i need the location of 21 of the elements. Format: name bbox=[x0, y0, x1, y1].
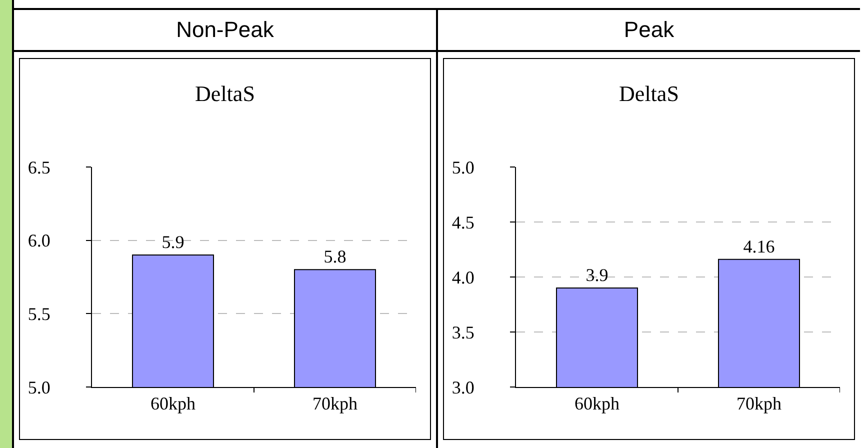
y-tick-label: 3.5 bbox=[452, 322, 474, 342]
y-tick-label: 4.5 bbox=[452, 212, 474, 232]
data-label: 5.9 bbox=[162, 232, 184, 252]
y-tick-label: 6.5 bbox=[28, 157, 50, 178]
y-tick-label: 3.0 bbox=[452, 377, 474, 398]
y-tick-label: 5.0 bbox=[452, 157, 474, 178]
chart-subtitle: DeltaS bbox=[619, 81, 679, 106]
data-label: 4.16 bbox=[743, 236, 775, 256]
y-tick-label: 4.0 bbox=[452, 267, 474, 288]
x-tick-label: 60kph bbox=[574, 394, 620, 414]
chart-subtitle: DeltaS bbox=[195, 81, 255, 106]
x-tick-label: 60kph bbox=[150, 394, 196, 414]
chart-title: Non-Peak bbox=[14, 10, 436, 52]
y-tick-label: 5.5 bbox=[28, 304, 50, 324]
data-label: 3.9 bbox=[586, 265, 608, 285]
y-tick-label: 5.0 bbox=[28, 377, 50, 398]
x-tick-label: 70kph bbox=[312, 394, 358, 414]
data-label: 5.8 bbox=[324, 246, 346, 267]
y-tick-label: 6.0 bbox=[28, 230, 50, 251]
x-tick-label: 70kph bbox=[736, 394, 782, 414]
chart-title: Peak bbox=[438, 10, 860, 52]
